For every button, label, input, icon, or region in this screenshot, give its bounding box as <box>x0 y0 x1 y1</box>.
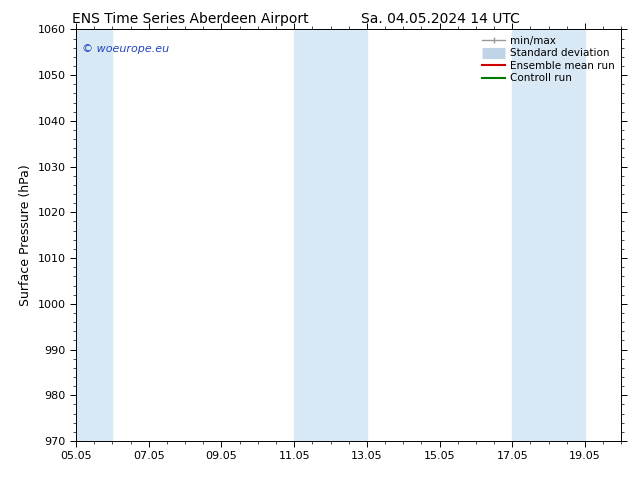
Bar <box>294 29 367 441</box>
Bar <box>76 29 112 441</box>
Legend: min/max, Standard deviation, Ensemble mean run, Controll run: min/max, Standard deviation, Ensemble me… <box>479 32 618 87</box>
Text: ENS Time Series Aberdeen Airport: ENS Time Series Aberdeen Airport <box>72 12 309 26</box>
Bar <box>512 29 585 441</box>
Text: Sa. 04.05.2024 14 UTC: Sa. 04.05.2024 14 UTC <box>361 12 520 26</box>
Text: © woeurope.eu: © woeurope.eu <box>82 44 169 54</box>
Y-axis label: Surface Pressure (hPa): Surface Pressure (hPa) <box>19 164 32 306</box>
